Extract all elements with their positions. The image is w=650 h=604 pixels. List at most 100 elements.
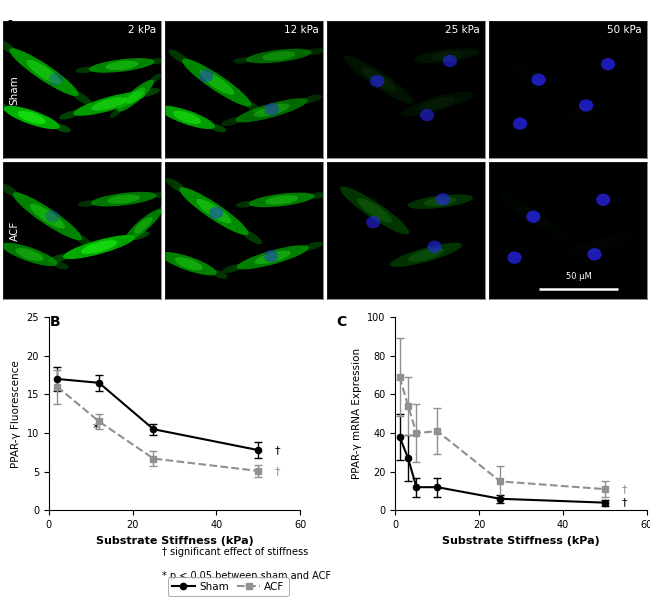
Ellipse shape [246,49,311,63]
Ellipse shape [0,39,17,54]
Ellipse shape [59,111,81,120]
Circle shape [579,99,593,112]
Ellipse shape [138,88,160,97]
Ellipse shape [408,194,473,209]
Circle shape [588,248,602,260]
Ellipse shape [0,183,20,198]
Ellipse shape [302,242,323,251]
Ellipse shape [105,61,138,70]
Ellipse shape [16,248,44,261]
Ellipse shape [118,237,129,247]
Ellipse shape [357,198,392,223]
Ellipse shape [255,251,291,264]
Text: †: † [621,484,627,494]
Ellipse shape [4,106,60,129]
Ellipse shape [168,50,190,65]
Ellipse shape [126,88,145,104]
Text: *: * [92,422,99,435]
Ellipse shape [81,240,117,254]
Ellipse shape [74,234,96,249]
Ellipse shape [244,101,265,116]
Text: * p < 0.05 between sham and ACF: * p < 0.05 between sham and ACF [162,571,332,581]
Ellipse shape [233,57,252,63]
Ellipse shape [173,111,201,124]
Ellipse shape [159,106,215,129]
Ellipse shape [110,108,122,118]
Ellipse shape [249,193,315,207]
Ellipse shape [344,56,413,104]
Ellipse shape [209,124,226,132]
Circle shape [265,103,279,115]
Ellipse shape [75,66,96,73]
Ellipse shape [182,59,252,106]
Ellipse shape [578,239,614,252]
Ellipse shape [305,48,325,55]
Circle shape [513,118,527,130]
Ellipse shape [499,193,568,240]
Ellipse shape [300,95,322,104]
Ellipse shape [515,204,551,229]
Text: 50 kPa: 50 kPa [607,25,642,35]
Ellipse shape [340,187,410,234]
Legend: Sham, ACF: Sham, ACF [168,577,289,596]
Ellipse shape [237,245,309,269]
Ellipse shape [161,252,216,275]
Circle shape [596,194,610,206]
Ellipse shape [419,97,455,111]
Ellipse shape [49,254,70,263]
Text: ACF: ACF [10,220,20,240]
Ellipse shape [71,90,92,105]
Ellipse shape [1,243,57,266]
Circle shape [443,55,457,67]
Ellipse shape [566,105,603,119]
Ellipse shape [150,191,170,198]
Ellipse shape [414,48,480,63]
Ellipse shape [408,248,445,262]
Ellipse shape [166,178,187,193]
Text: †: † [275,466,280,476]
Ellipse shape [196,199,231,223]
Ellipse shape [175,257,203,271]
Circle shape [601,58,615,70]
Text: † significant effect of stiffness: † significant effect of stiffness [162,547,309,557]
Ellipse shape [235,98,308,123]
Text: A: A [5,19,16,33]
Ellipse shape [514,63,549,88]
Ellipse shape [157,203,169,213]
Circle shape [508,251,521,264]
Ellipse shape [424,197,456,207]
Ellipse shape [401,92,473,116]
Circle shape [366,216,380,228]
Ellipse shape [179,187,248,235]
Text: †: † [275,445,280,455]
Ellipse shape [150,74,161,84]
Y-axis label: PPAR-γ Fluorescence: PPAR-γ Fluorescence [11,360,21,467]
Ellipse shape [73,92,146,116]
Ellipse shape [128,231,150,240]
Circle shape [532,74,546,86]
Circle shape [420,109,434,121]
Ellipse shape [78,201,98,207]
Ellipse shape [200,70,234,95]
Ellipse shape [54,124,71,132]
X-axis label: Substrate Stiffness (kPa): Substrate Stiffness (kPa) [442,536,600,545]
Ellipse shape [263,51,295,61]
Ellipse shape [91,97,127,111]
Circle shape [427,240,441,253]
X-axis label: Substrate Stiffness (kPa): Substrate Stiffness (kPa) [96,536,254,545]
Ellipse shape [265,195,298,205]
Ellipse shape [30,204,65,228]
Circle shape [46,210,60,222]
Ellipse shape [211,270,227,279]
Ellipse shape [241,229,262,245]
Text: 25 kPa: 25 kPa [445,25,480,35]
Ellipse shape [27,60,62,85]
Text: 50 μM: 50 μM [566,272,592,281]
Ellipse shape [0,239,7,248]
Ellipse shape [148,58,168,64]
Text: 2 kPa: 2 kPa [128,25,157,35]
Ellipse shape [431,51,463,60]
Circle shape [209,207,223,219]
Text: †: † [621,498,627,507]
Ellipse shape [150,249,166,257]
